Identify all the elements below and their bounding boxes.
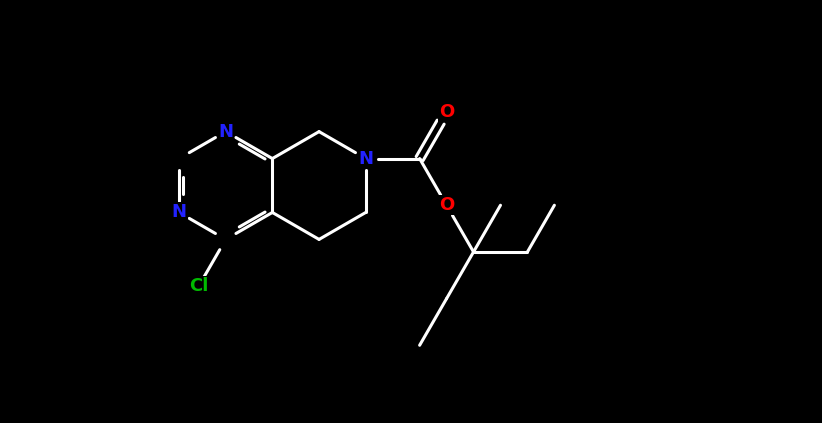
Text: Cl: Cl [189, 277, 209, 295]
Text: O: O [439, 196, 455, 214]
Text: O: O [439, 103, 455, 121]
Text: N: N [172, 203, 187, 222]
Text: N: N [358, 150, 373, 168]
Text: N: N [218, 123, 233, 140]
